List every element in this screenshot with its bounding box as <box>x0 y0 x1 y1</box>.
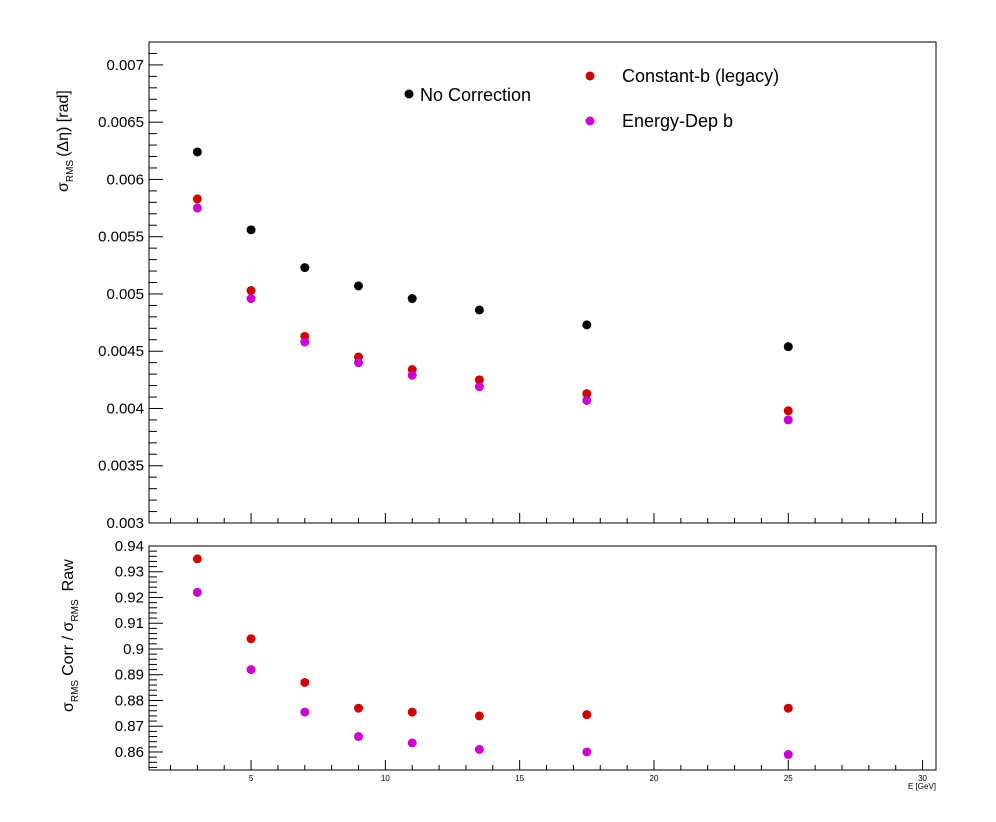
data-point <box>783 406 793 416</box>
top-y-sub: RMS <box>65 160 76 183</box>
x-tick-label: 10 <box>381 774 390 783</box>
top-y-rest: (Δη) [rad] <box>55 90 72 157</box>
data-point <box>474 711 484 721</box>
bottom-x-axis: 5 10 15 20 25 30 <box>169 760 928 783</box>
y-tick-label: 0.89 <box>115 667 144 684</box>
data-point <box>783 750 793 760</box>
bottom-data-points <box>192 554 793 760</box>
x-tick-label: 15 <box>515 774 524 783</box>
legend-label-constant-b: Constant-b (legacy) <box>622 66 779 86</box>
bottom-y-end: Raw <box>60 559 77 591</box>
data-point <box>407 370 417 380</box>
top-data-points <box>192 147 793 425</box>
bottom-y-sigma1: σ <box>60 702 77 712</box>
bottom-y-axis-title: σRMSCorr / σRMSRaw <box>60 559 81 712</box>
y-tick-label: 0.88 <box>115 692 144 709</box>
x-tick-label: 20 <box>650 774 659 783</box>
y-tick-label: 0.005 <box>106 286 144 303</box>
data-point <box>474 375 484 385</box>
data-point <box>192 587 202 597</box>
y-tick-label: 0.9 <box>123 641 144 658</box>
bottom-y-sigma2: σ <box>60 621 77 631</box>
data-point <box>246 294 256 304</box>
y-tick-label: 0.94 <box>115 538 144 555</box>
data-point <box>474 382 484 392</box>
data-point <box>300 707 310 717</box>
data-point <box>354 281 364 291</box>
data-point <box>407 738 417 748</box>
x-tick-label: 30 <box>918 774 927 783</box>
data-point <box>300 337 310 347</box>
data-point <box>582 710 592 720</box>
y-tick-label: 0.006 <box>106 171 144 188</box>
legend-marker-constant-b <box>585 71 595 81</box>
data-point <box>246 634 256 644</box>
bottom-y-mid: Corr / <box>60 631 77 675</box>
data-point <box>354 703 364 713</box>
bottom-panel: 0.86 0.87 0.88 0.89 0.9 0.91 0.92 0.93 0.94 5 10 1… <box>60 538 937 791</box>
bottom-x-axis-title: E [GeV] <box>908 782 936 791</box>
x-tick-label: 25 <box>784 774 793 783</box>
y-tick-label: 0.0045 <box>98 343 144 360</box>
data-point <box>300 677 310 687</box>
bottom-y-sub1: RMS <box>70 680 81 703</box>
y-tick-label: 0.86 <box>115 744 144 761</box>
data-point <box>474 305 484 315</box>
bottom-y-axis: 0.86 0.87 0.88 0.89 0.9 0.91 0.92 0.93 0.94 <box>115 538 163 768</box>
data-point <box>582 320 592 330</box>
data-point <box>582 389 592 399</box>
legend-marker-energy-dep-b <box>585 116 595 126</box>
data-point <box>783 342 793 352</box>
data-point <box>192 554 202 564</box>
data-point <box>783 415 793 425</box>
y-tick-label: 0.004 <box>106 400 144 417</box>
bottom-y-sub2: RMS <box>70 599 81 622</box>
y-tick-label: 0.0035 <box>98 458 144 475</box>
top-y-axis-title: σRMS (Δη) [rad] <box>55 90 76 192</box>
y-tick-label: 0.91 <box>115 615 144 632</box>
y-tick-label: 0.007 <box>106 57 144 74</box>
bottom-plot-frame <box>148 545 937 771</box>
y-tick-label: 0.87 <box>115 718 144 735</box>
y-tick-label: 0.003 <box>106 515 144 532</box>
data-point <box>192 203 202 213</box>
data-point <box>407 294 417 304</box>
top-panel: 0.003 0.0035 0.004 0.0045 0.005 0.0055 0.006 0.… <box>55 41 937 532</box>
top-plot-frame <box>148 41 937 524</box>
y-tick-label: 0.0065 <box>98 114 144 131</box>
data-point <box>300 263 310 273</box>
legend: No Correction Constant-b (legacy) Energy… <box>404 66 779 131</box>
top-y-sigma: σ <box>55 182 72 192</box>
y-tick-label: 0.0055 <box>98 229 144 246</box>
data-point <box>582 395 592 405</box>
data-point <box>582 747 592 757</box>
legend-label-energy-dep-b: Energy-Dep b <box>622 111 733 131</box>
data-point <box>246 665 256 675</box>
data-point <box>246 225 256 235</box>
data-point <box>407 707 417 717</box>
legend-label-no-correction: No Correction <box>420 85 531 105</box>
data-point <box>354 358 364 368</box>
y-tick-label: 0.93 <box>115 564 144 581</box>
y-tick-label: 0.92 <box>115 589 144 606</box>
data-point <box>354 732 364 742</box>
data-point <box>192 194 202 204</box>
top-y-axis: 0.003 0.0035 0.004 0.0045 0.005 0.0055 0.006 0.… <box>98 41 924 532</box>
legend-marker-no-correction <box>404 89 414 99</box>
data-point <box>246 286 256 296</box>
data-point <box>474 744 484 754</box>
x-tick-label: 5 <box>249 774 254 783</box>
data-point <box>192 147 202 157</box>
data-point <box>783 703 793 713</box>
